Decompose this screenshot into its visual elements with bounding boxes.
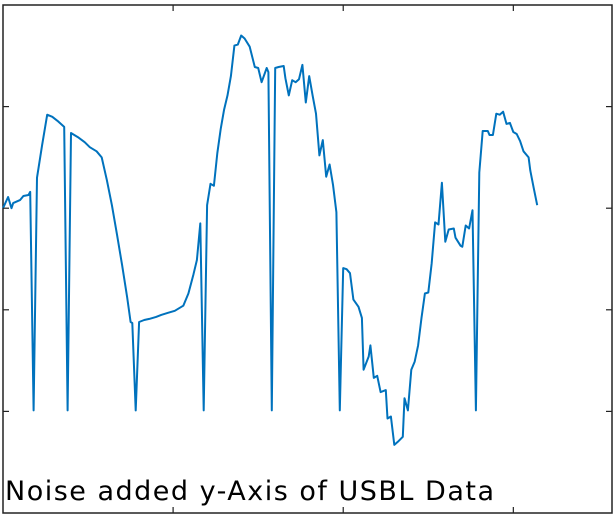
- chart-title: Noise added y-Axis of USBL Data: [5, 476, 496, 507]
- data-line: [2, 34, 539, 446]
- plot-frame: [2, 4, 613, 514]
